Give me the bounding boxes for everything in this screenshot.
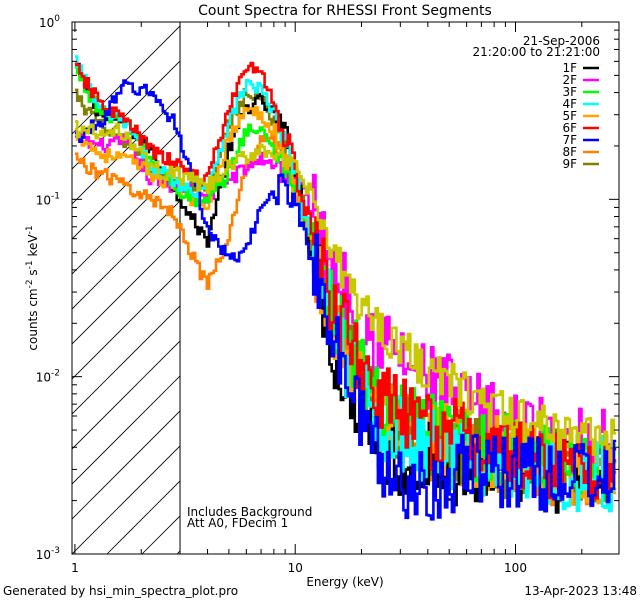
legend-label-5F: 5F [562, 109, 577, 123]
hatch-line [72, 270, 181, 380]
hatch-line [72, 375, 181, 485]
legend-label-3F: 3F [562, 85, 577, 99]
hatch-line [72, 445, 181, 554]
series-6F [74, 61, 617, 500]
legend-label-9F: 9F [562, 157, 577, 171]
hatch-line [72, 130, 181, 240]
x-tick-label: 1 [71, 561, 79, 575]
plot-frame [71, 21, 620, 555]
legend-time-range: 21:20:00 to 21:21:00 [473, 45, 600, 59]
x-tick-label: 10 [288, 561, 303, 575]
footer-timestamp: 13-Apr-2023 13:48 [524, 584, 637, 598]
axes: 1 10 100 100 10-1 10-2 10-3 [36, 14, 619, 575]
hatch-line [72, 200, 181, 310]
hatch-line [72, 235, 181, 345]
series-7F [74, 79, 617, 521]
legend-label-6F: 6F [562, 121, 577, 135]
hatch-line [72, 25, 181, 135]
hatch-line [632, 0, 640, 554]
legend-label-2F: 2F [562, 73, 577, 87]
y-axis-label: counts cm-2 s-1 keV-1 [25, 225, 40, 350]
y-tick-label: 10-1 [36, 191, 60, 207]
y-tick-label: 10-3 [36, 546, 60, 562]
note-background: Includes Background [187, 505, 312, 519]
y-tick-label: 10-2 [36, 369, 60, 385]
legend-label-1F: 1F [562, 61, 577, 75]
hatch-line [72, 165, 181, 275]
x-tick-label: 100 [504, 561, 527, 575]
note-attenuator: Att A0, FDecim 1 [187, 516, 288, 530]
legend-label-8F: 8F [562, 145, 577, 159]
legend-label-4F: 4F [562, 97, 577, 111]
x-axis-label: Energy (keV) [306, 575, 383, 589]
hatch-line [72, 60, 181, 170]
hatch-line [72, 410, 181, 520]
series-layer [74, 55, 617, 521]
series-background-spectrum [74, 120, 617, 456]
chart-title: Count Spectra for RHESSI Front Segments [198, 3, 492, 19]
legend-label-7F: 7F [562, 133, 577, 147]
y-tick-label: 100 [39, 14, 60, 30]
footer-generator: Generated by hsi_min_spectra_plot.pro [3, 584, 238, 598]
hatched-region [72, 0, 640, 554]
legend-date: 21-Sep-2006 [523, 34, 600, 48]
